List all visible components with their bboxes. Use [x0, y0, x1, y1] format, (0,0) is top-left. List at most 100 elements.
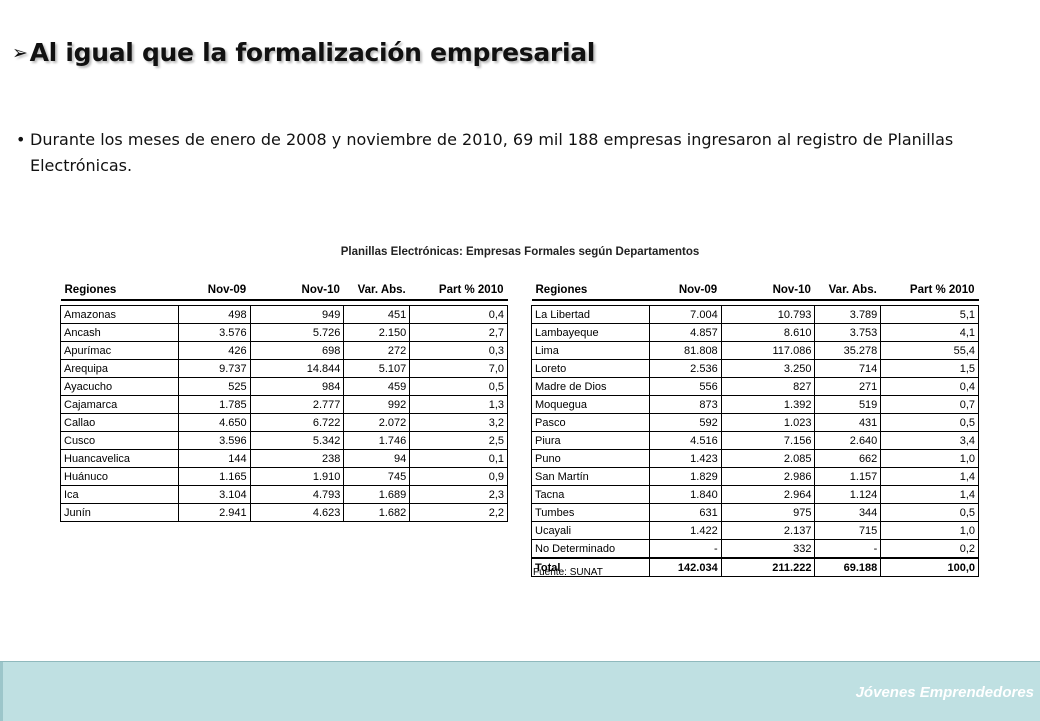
value-cell: 431 [814, 413, 882, 432]
value-cell: 949 [249, 305, 345, 324]
regions-table-right: Regiones Nov-09 Nov-10 Var. Abs. Part % … [531, 281, 979, 577]
value-cell: - [814, 539, 882, 559]
value-cell: 1.023 [720, 413, 816, 432]
value-cell: 81.808 [648, 341, 722, 360]
header-nov-09: Nov-09 [178, 281, 251, 301]
table-row: Cusco 3.596 5.342 1.746 2,5 [60, 431, 508, 450]
table-row: Huánuco 1.165 1.910 745 0,9 [60, 467, 508, 486]
value-cell: 1.423 [648, 449, 722, 468]
value-cell: 519 [814, 395, 882, 414]
value-cell: 2.085 [720, 449, 816, 468]
value-cell: 984 [249, 377, 345, 396]
value-cell: 0,5 [880, 413, 979, 432]
footer-label: Jóvenes Emprendedores [855, 684, 1034, 701]
value-cell: 117.086 [720, 341, 816, 360]
value-cell: 1.910 [249, 467, 345, 486]
value-cell: 459 [343, 377, 411, 396]
value-cell: 4.623 [249, 503, 345, 522]
value-cell: 14.844 [249, 359, 345, 378]
value-cell: 0,5 [409, 377, 508, 396]
value-cell: 2,2 [409, 503, 508, 522]
value-cell: 1.157 [814, 467, 882, 486]
value-cell: 0,2 [880, 539, 979, 559]
total-row: Total 142.034 211.222 69.188 100,0 [531, 557, 979, 577]
footer-bar: Jóvenes Emprendedores [0, 661, 1040, 721]
region-cell: Ucayali [531, 521, 650, 540]
table-row: Piura 4.516 7.156 2.640 3,4 [531, 431, 979, 450]
region-cell: Tumbes [531, 503, 650, 522]
value-cell: 3.576 [177, 323, 251, 342]
region-cell: La Libertad [531, 305, 650, 324]
value-cell: 10.793 [720, 305, 816, 324]
value-cell: 1.689 [343, 485, 411, 504]
value-cell: 2.536 [648, 359, 722, 378]
value-cell: 1,0 [880, 521, 979, 540]
slide-title-text: Al igual que la formalización empresaria… [29, 38, 596, 67]
value-cell: 498 [177, 305, 251, 324]
total-value-cell: 211.222 [720, 557, 816, 577]
region-cell: Moquegua [531, 395, 650, 414]
value-cell: 3.789 [814, 305, 882, 324]
value-cell: 1.682 [343, 503, 411, 522]
value-cell: 992 [343, 395, 411, 414]
region-cell: Tacna [531, 485, 650, 504]
value-cell: 2.941 [177, 503, 251, 522]
value-cell: 2.150 [343, 323, 411, 342]
region-cell: Huánuco [60, 467, 179, 486]
value-cell: 5.342 [249, 431, 345, 450]
table-header-row: Regiones Nov-09 Nov-10 Var. Abs. Part % … [531, 281, 979, 301]
total-value-cell: 100,0 [880, 557, 979, 577]
table-row: Tacna 1.840 2.964 1.124 1,4 [531, 485, 979, 504]
regions-table-left: Regiones Nov-09 Nov-10 Var. Abs. Part % … [60, 281, 508, 522]
region-cell: Pasco [531, 413, 650, 432]
value-cell: 1.124 [814, 485, 882, 504]
region-cell: Cajamarca [60, 395, 179, 414]
value-cell: 3.104 [177, 485, 251, 504]
value-cell: 451 [343, 305, 411, 324]
value-cell: 975 [720, 503, 816, 522]
region-cell: Lima [531, 341, 650, 360]
header-regiones: Regiones [60, 281, 179, 301]
value-cell: 5,1 [880, 305, 979, 324]
region-cell: Ica [60, 485, 179, 504]
bullet-text: Durante los meses de enero de 2008 y nov… [30, 130, 954, 175]
value-cell: 0,3 [409, 341, 508, 360]
value-cell: 3,4 [880, 431, 979, 450]
value-cell: 4.857 [648, 323, 722, 342]
value-cell: 714 [814, 359, 882, 378]
value-cell: 2.777 [249, 395, 345, 414]
region-cell: Piura [531, 431, 650, 450]
value-cell: 2.986 [720, 467, 816, 486]
value-cell: 2,5 [409, 431, 508, 450]
total-value-cell: 69.188 [814, 557, 882, 577]
value-cell: 1,5 [880, 359, 979, 378]
value-cell: 1,3 [409, 395, 508, 414]
region-cell: Amazonas [60, 305, 179, 324]
header-var-abs: Var. Abs. [343, 281, 410, 301]
table-row: Moquegua 873 1.392 519 0,7 [531, 395, 979, 414]
header-nov-10: Nov-10 [250, 281, 344, 301]
value-cell: 7.156 [720, 431, 816, 450]
value-cell: 1.746 [343, 431, 411, 450]
value-cell: 0,1 [409, 449, 508, 468]
table-row: Arequipa 9.737 14.844 5.107 7,0 [60, 359, 508, 378]
value-cell: 55,4 [880, 341, 979, 360]
table-row: Junín 2.941 4.623 1.682 2,2 [60, 503, 508, 522]
value-cell: 2,3 [409, 485, 508, 504]
value-cell: 238 [249, 449, 345, 468]
value-cell: 1.785 [177, 395, 251, 414]
table-row: Madre de Dios 556 827 271 0,4 [531, 377, 979, 396]
value-cell: 2.964 [720, 485, 816, 504]
value-cell: 7.004 [648, 305, 722, 324]
value-cell: 3.596 [177, 431, 251, 450]
value-cell: 1.840 [648, 485, 722, 504]
total-label-cell: Total [531, 557, 650, 577]
header-nov-09: Nov-09 [649, 281, 722, 301]
value-cell: 0,4 [880, 377, 979, 396]
table-row: Lima 81.808 117.086 35.278 55,4 [531, 341, 979, 360]
table-row: Ayacucho 525 984 459 0,5 [60, 377, 508, 396]
value-cell: 5.726 [249, 323, 345, 342]
value-cell: 4.516 [648, 431, 722, 450]
value-cell: 4.793 [249, 485, 345, 504]
table-row: Ica 3.104 4.793 1.689 2,3 [60, 485, 508, 504]
